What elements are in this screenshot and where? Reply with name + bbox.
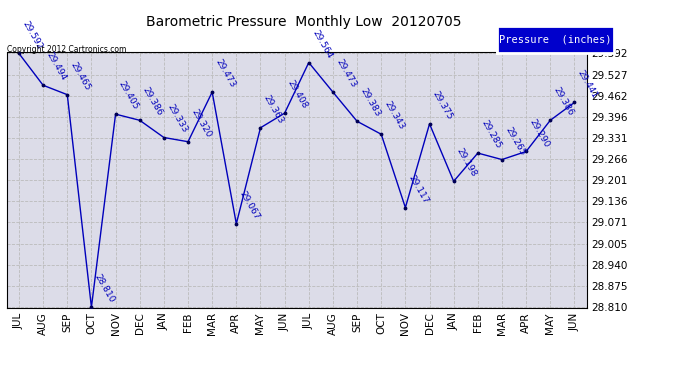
Text: 29.473: 29.473: [214, 58, 237, 89]
Text: 29.067: 29.067: [238, 189, 262, 221]
Text: 29.494: 29.494: [45, 51, 68, 82]
Text: 29.564: 29.564: [310, 28, 334, 60]
Text: 29.386: 29.386: [141, 86, 165, 117]
Text: 29.363: 29.363: [262, 93, 286, 125]
Text: 29.198: 29.198: [455, 147, 479, 178]
Text: 29.386: 29.386: [552, 86, 575, 117]
Text: 29.383: 29.383: [359, 87, 382, 118]
Text: 29.333: 29.333: [166, 103, 189, 135]
Text: 29.592: 29.592: [21, 19, 44, 51]
Text: 29.465: 29.465: [69, 60, 92, 92]
Text: Pressure  (inches): Pressure (inches): [499, 34, 612, 44]
Text: 29.408: 29.408: [286, 79, 310, 110]
Text: 29.285: 29.285: [480, 118, 503, 150]
Text: 29.343: 29.343: [383, 100, 406, 132]
Text: 29.441: 29.441: [576, 68, 599, 100]
Text: 29.405: 29.405: [117, 80, 141, 111]
Text: 29.320: 29.320: [190, 107, 213, 139]
Text: 29.265: 29.265: [504, 125, 527, 157]
Text: Copyright 2012 Cartronics.com: Copyright 2012 Cartronics.com: [7, 45, 126, 54]
Text: 29.290: 29.290: [528, 117, 551, 148]
Text: Barometric Pressure  Monthly Low  20120705: Barometric Pressure Monthly Low 20120705: [146, 15, 462, 29]
Text: 29.375: 29.375: [431, 89, 455, 121]
Text: 28.810: 28.810: [93, 273, 117, 304]
Text: 29.473: 29.473: [335, 58, 358, 89]
Text: 29.117: 29.117: [407, 173, 431, 205]
